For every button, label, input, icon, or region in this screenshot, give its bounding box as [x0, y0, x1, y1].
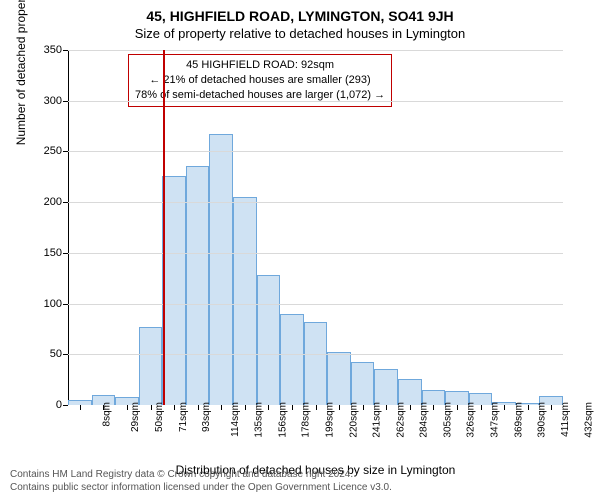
y-tick-mark	[63, 151, 68, 152]
y-tick-label: 250	[32, 145, 62, 157]
y-tick-label: 150	[32, 247, 62, 259]
y-tick-mark	[63, 253, 68, 254]
x-tick-mark	[551, 405, 552, 410]
y-axis-title: Number of detached properties	[14, 0, 28, 145]
x-tick-label: 305sqm	[442, 402, 453, 438]
y-tick-mark	[63, 50, 68, 51]
x-tick-mark	[386, 405, 387, 410]
x-tick-mark	[433, 405, 434, 410]
x-tick-label: 432sqm	[584, 402, 595, 438]
x-tick-mark	[528, 405, 529, 410]
y-tick-mark	[63, 354, 68, 355]
x-tick-label: 199sqm	[325, 402, 336, 438]
x-tick-label: 390sqm	[537, 402, 548, 438]
x-tick-mark	[151, 405, 152, 410]
y-tick-label: 0	[32, 399, 62, 411]
y-tick-mark	[63, 101, 68, 102]
y-tick-mark	[63, 202, 68, 203]
x-tick-label: 93sqm	[201, 402, 212, 432]
histogram-bar	[162, 176, 186, 405]
x-tick-label: 241sqm	[372, 402, 383, 438]
info-box-line: 45 HIGHFIELD ROAD: 92sqm	[135, 58, 385, 73]
x-tick-label: 220sqm	[348, 402, 359, 438]
info-box: 45 HIGHFIELD ROAD: 92sqm← 21% of detache…	[128, 54, 392, 107]
x-tick-label: 135sqm	[254, 402, 265, 438]
chart-container: 45, HIGHFIELD ROAD, LYMINGTON, SO41 9JH …	[0, 0, 600, 500]
x-tick-mark	[504, 405, 505, 410]
x-tick-mark	[245, 405, 246, 410]
y-tick-label: 50	[32, 348, 62, 360]
x-tick-mark	[292, 405, 293, 410]
x-tick-mark	[268, 405, 269, 410]
histogram-bar	[209, 134, 233, 405]
x-tick-mark	[174, 405, 175, 410]
chart-title-sub: Size of property relative to detached ho…	[0, 24, 600, 41]
gridline	[68, 202, 563, 203]
histogram-bar	[233, 197, 257, 405]
x-tick-label: 29sqm	[130, 402, 141, 432]
gridline	[68, 253, 563, 254]
histogram-bar	[327, 352, 351, 405]
x-tick-mark	[363, 405, 364, 410]
x-tick-mark	[316, 405, 317, 410]
gridline	[68, 304, 563, 305]
y-tick-mark	[63, 405, 68, 406]
histogram-bar	[304, 322, 328, 405]
x-tick-label: 284sqm	[419, 402, 430, 438]
x-tick-mark	[127, 405, 128, 410]
x-tick-label: 71sqm	[178, 402, 189, 432]
x-tick-label: 178sqm	[301, 402, 312, 438]
y-tick-mark	[63, 304, 68, 305]
footer-line-1: Contains HM Land Registry data © Crown c…	[10, 469, 392, 482]
histogram-bar	[280, 314, 304, 405]
y-tick-label: 350	[32, 44, 62, 56]
histogram-bar	[139, 327, 163, 405]
x-tick-label: 156sqm	[277, 402, 288, 438]
histogram-bar	[374, 369, 398, 406]
x-tick-mark	[103, 405, 104, 410]
x-tick-label: 369sqm	[513, 402, 524, 438]
x-tick-mark	[80, 405, 81, 410]
y-tick-label: 100	[32, 298, 62, 310]
y-tick-label: 300	[32, 95, 62, 107]
footer-line-2: Contains public sector information licen…	[10, 482, 392, 495]
x-tick-mark	[457, 405, 458, 410]
x-tick-label: 262sqm	[395, 402, 406, 438]
y-tick-label: 200	[32, 196, 62, 208]
x-tick-label: 326sqm	[466, 402, 477, 438]
footer-attribution: Contains HM Land Registry data © Crown c…	[10, 469, 392, 494]
plot-area: Number of detached properties Distributi…	[68, 50, 563, 405]
x-tick-mark	[410, 405, 411, 410]
x-tick-label: 114sqm	[229, 402, 240, 437]
reference-line	[163, 50, 165, 405]
histogram-bar	[351, 362, 375, 405]
x-tick-label: 50sqm	[154, 402, 165, 432]
info-box-line: ← 21% of detached houses are smaller (29…	[135, 73, 385, 88]
x-tick-mark	[198, 405, 199, 410]
histogram-bar	[257, 275, 281, 405]
x-tick-mark	[221, 405, 222, 410]
gridline	[68, 50, 563, 51]
gridline	[68, 101, 563, 102]
x-tick-mark	[339, 405, 340, 410]
gridline	[68, 354, 563, 355]
chart-title-main: 45, HIGHFIELD ROAD, LYMINGTON, SO41 9JH	[0, 0, 600, 24]
gridline	[68, 151, 563, 152]
x-tick-label: 347sqm	[490, 402, 501, 438]
x-tick-mark	[481, 405, 482, 410]
x-tick-label: 411sqm	[559, 402, 570, 437]
